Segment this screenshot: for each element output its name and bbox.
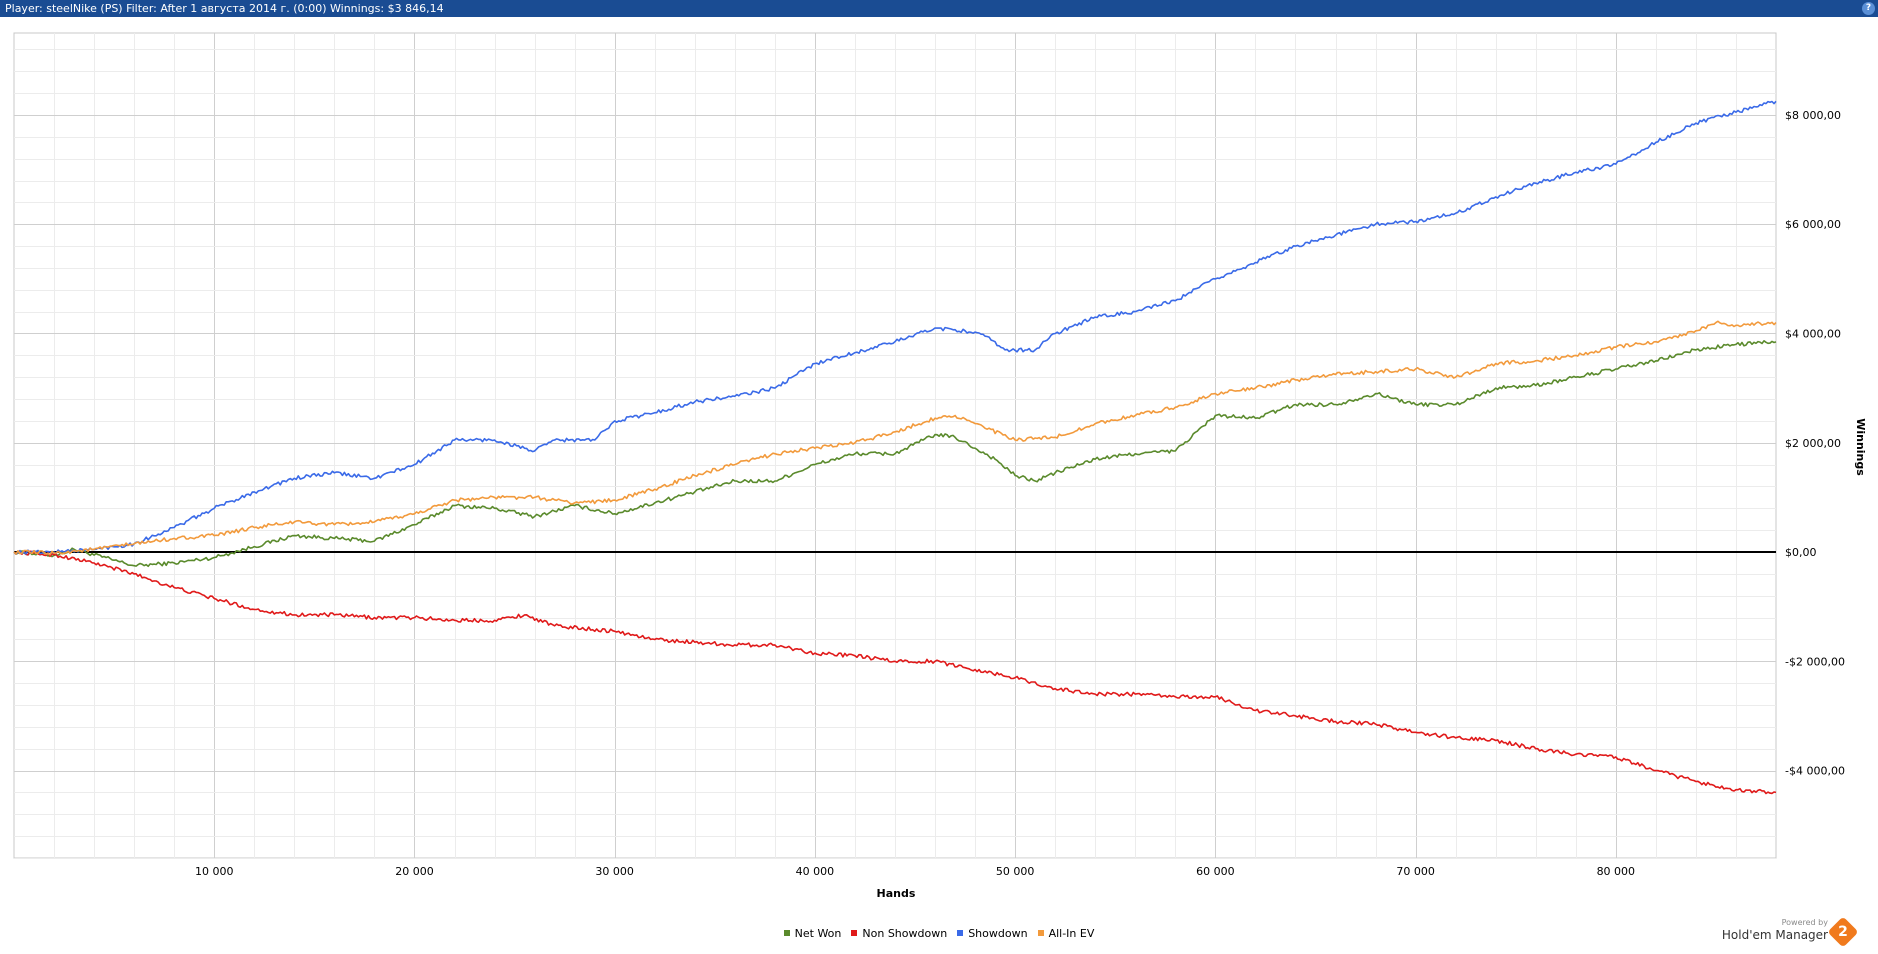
winnings-chart: 10 000 20 000 30 000 40 000 50 000 60 000 70 0… bbox=[13, 32, 1867, 900]
legend-swatch bbox=[851, 930, 858, 936]
chart-series bbox=[13, 100, 1777, 795]
x-tick-label: 80 000 bbox=[1597, 865, 1636, 878]
legend-label: Net Won bbox=[794, 927, 842, 940]
x-tick-label: 70 000 bbox=[1396, 865, 1435, 878]
x-tick-label: 60 000 bbox=[1196, 865, 1235, 878]
legend-item[interactable]: Net Won bbox=[783, 926, 842, 942]
chart-legend: Net Won Non Showdown Showdown All-In EV bbox=[0, 926, 1878, 942]
series-line-non-showdown bbox=[13, 550, 1777, 795]
legend-item[interactable]: All-In EV bbox=[1037, 926, 1095, 942]
brand-logo-icon: 2 bbox=[1827, 916, 1859, 948]
x-tick-label: 40 000 bbox=[796, 865, 835, 878]
legend-label: Non Showdown bbox=[862, 927, 948, 940]
series-line-net-won bbox=[13, 339, 1777, 568]
legend-swatch bbox=[957, 930, 964, 936]
legend-label: Showdown bbox=[968, 927, 1028, 940]
brand-logo-glyph: 2 bbox=[1838, 924, 1848, 940]
y-tick-label: $0,00 bbox=[1785, 546, 1817, 559]
chart-grid bbox=[13, 32, 1777, 859]
window-title: Player: steelNike (PS) Filter: After 1 а… bbox=[5, 2, 444, 15]
y-tick-label: $2 000,00 bbox=[1785, 437, 1841, 450]
y-tick-label: $6 000,00 bbox=[1785, 218, 1841, 231]
legend-label: All-In EV bbox=[1048, 927, 1095, 940]
x-tick-label: 20 000 bbox=[395, 865, 434, 878]
legend-swatch bbox=[1037, 930, 1044, 936]
x-tick-label: 50 000 bbox=[996, 865, 1035, 878]
brand-name: Hold'em Manager bbox=[1721, 928, 1828, 942]
series-line-showdown bbox=[13, 100, 1777, 555]
y-tick-label: -$2 000,00 bbox=[1785, 655, 1845, 668]
y-tick-label: $8 000,00 bbox=[1785, 109, 1841, 122]
title-bar: Player: steelNike (PS) Filter: After 1 а… bbox=[0, 0, 1878, 17]
y-axis-title: Winnings bbox=[1854, 418, 1867, 476]
chart-axes: 10 000 20 000 30 000 40 000 50 000 60 000 70 0… bbox=[14, 109, 1845, 878]
x-tick-label: 10 000 bbox=[195, 865, 234, 878]
legend-item[interactable]: Showdown bbox=[957, 926, 1028, 942]
powered-by-text: Powered by bbox=[1781, 918, 1828, 927]
legend-swatch bbox=[783, 930, 790, 936]
y-tick-label: -$4 000,00 bbox=[1785, 765, 1845, 778]
legend-item[interactable]: Non Showdown bbox=[851, 926, 947, 942]
x-tick-label: 30 000 bbox=[595, 865, 634, 878]
help-button[interactable]: ? bbox=[1862, 2, 1875, 15]
y-tick-label: $4 000,00 bbox=[1785, 327, 1841, 340]
brand-block: Powered by Hold'em Manager 2 bbox=[1666, 916, 1866, 948]
series-line-all-in-ev bbox=[13, 320, 1777, 556]
x-axis-title: Hands bbox=[877, 887, 916, 900]
